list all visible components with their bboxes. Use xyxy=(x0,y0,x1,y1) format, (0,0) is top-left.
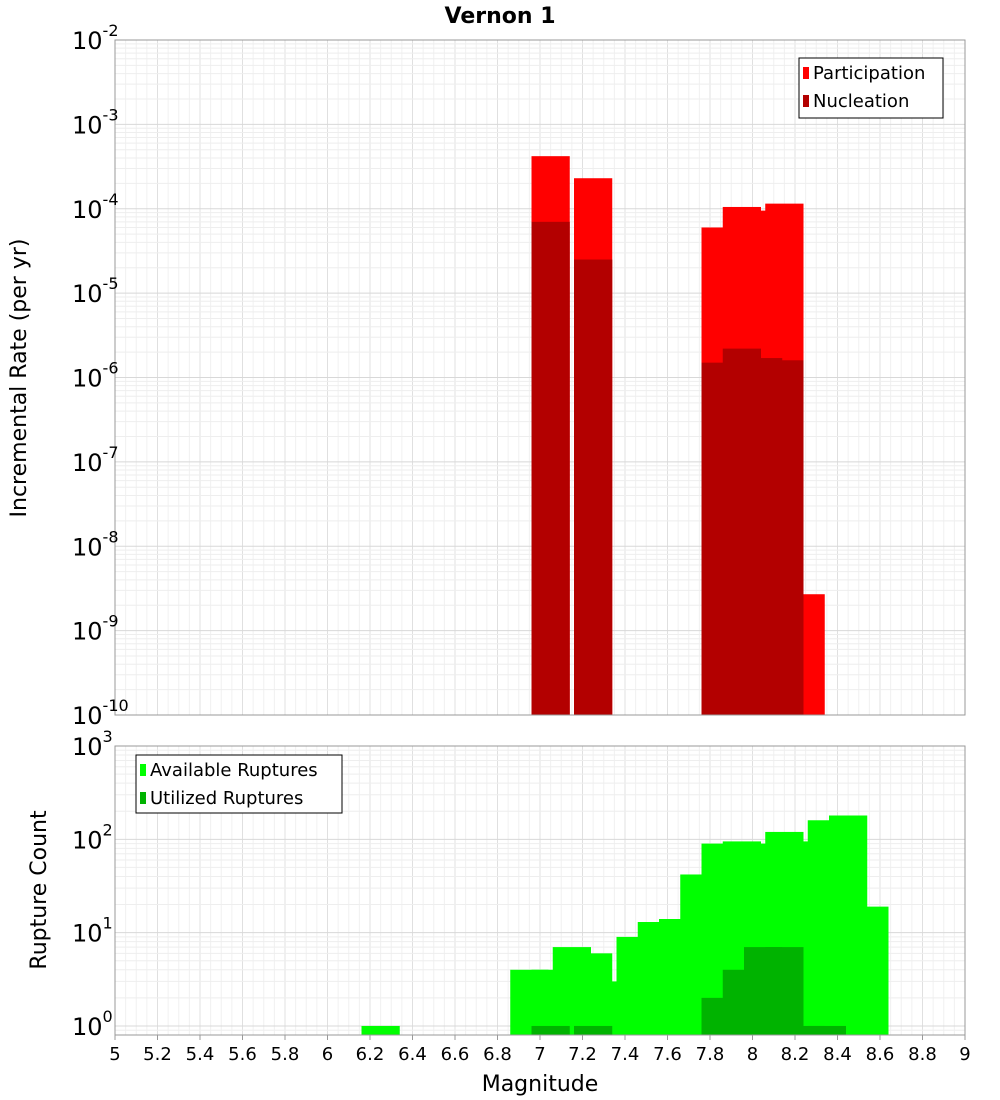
top-bar-nucleation xyxy=(574,259,613,715)
legend-swatch-participation xyxy=(803,67,809,79)
top-bar-nucleation xyxy=(531,221,570,715)
bottom-legend: Available Ruptures Utilized Ruptures xyxy=(135,754,343,814)
x-tick-label: 8.8 xyxy=(908,1044,937,1065)
legend-swatch-nucleation xyxy=(803,95,809,107)
x-tick-label: 5.2 xyxy=(143,1044,172,1065)
bottom-bar-available-ruptures xyxy=(361,1025,400,1035)
x-tick-label: 8 xyxy=(747,1044,758,1065)
x-tick-label: 5.4 xyxy=(186,1044,215,1065)
x-tick-label: 5.6 xyxy=(228,1044,257,1065)
x-tick-label: 6 xyxy=(322,1044,333,1065)
x-tick-label: 7 xyxy=(534,1044,545,1065)
legend-swatch-available xyxy=(140,764,146,776)
x-tick-label: 6.6 xyxy=(441,1044,470,1065)
x-tick-label: 7.8 xyxy=(696,1044,725,1065)
legend-label-nucleation: Nucleation xyxy=(813,91,909,112)
chart-title: Vernon 1 xyxy=(445,4,556,29)
bottom-y-tick-label: 103 xyxy=(72,727,113,761)
top-bars xyxy=(531,156,825,716)
top-legend: Participation Nucleation xyxy=(798,57,944,119)
x-tick-label: 5 xyxy=(109,1044,120,1065)
bottom-y-axis-label: Rupture Count xyxy=(27,810,52,970)
x-tick-label: 7.6 xyxy=(653,1044,682,1065)
bottom-bar-utilized-ruptures xyxy=(531,1025,570,1035)
legend-label-participation: Participation xyxy=(813,63,925,84)
x-tick-label: 8.6 xyxy=(866,1044,895,1065)
x-tick-label: 6.2 xyxy=(356,1044,385,1065)
x-tick-label: 6.4 xyxy=(398,1044,427,1065)
bottom-bar-utilized-ruptures xyxy=(786,1025,825,1035)
bottom-legend-box xyxy=(135,754,343,814)
legend-swatch-utilized xyxy=(140,792,146,804)
x-tick-label: 7.4 xyxy=(611,1044,640,1065)
top-legend-box xyxy=(798,57,944,119)
top-y-axis-label: Incremental Rate (per yr) xyxy=(7,239,32,518)
x-tick-label: 9 xyxy=(959,1044,970,1065)
legend-label-available: Available Ruptures xyxy=(150,760,318,781)
top-plot-frame xyxy=(114,39,966,716)
bottom-bar-utilized-ruptures xyxy=(765,947,804,1035)
bottom-bars xyxy=(361,815,889,1035)
top-y-tick-label: 10-10 xyxy=(72,696,129,730)
legend-label-utilized: Utilized Ruptures xyxy=(150,788,303,809)
x-tick-label: 8.4 xyxy=(823,1044,852,1065)
bottom-bar-available-ruptures xyxy=(850,906,889,1035)
x-tick-label: 6.8 xyxy=(483,1044,512,1065)
bottom-bar-utilized-ruptures xyxy=(807,1025,846,1035)
bottom-bar-utilized-ruptures xyxy=(574,1025,613,1035)
x-axis-label: Magnitude xyxy=(482,1072,599,1097)
x-tick-label: 5.8 xyxy=(271,1044,300,1065)
x-axis-ticks: 5 5.2 5.4 5.6 5.8 6 6.2 6.4 6.6 6.8 7 7.2 7.4 7.6 7.8 8… xyxy=(109,1035,971,1065)
top-bar-nucleation xyxy=(765,360,804,715)
x-tick-label: 8.2 xyxy=(781,1044,810,1065)
x-tick-label: 7.2 xyxy=(568,1044,597,1065)
